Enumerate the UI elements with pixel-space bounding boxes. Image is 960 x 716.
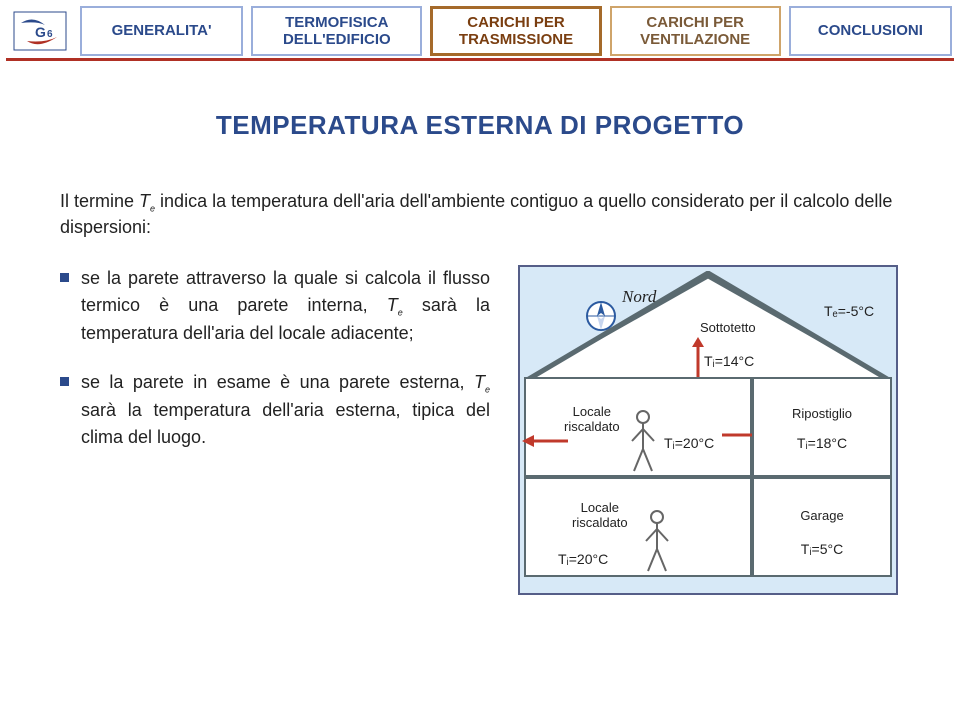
te-label: Tₑ=-5°C bbox=[824, 303, 874, 319]
ti5-label: Tᵢ=5°C bbox=[754, 541, 890, 557]
tab-conclusioni[interactable]: CONCLUSIONI bbox=[789, 6, 952, 56]
room-label: Locale bbox=[564, 405, 620, 420]
arrow-up-icon bbox=[690, 337, 706, 377]
intro-term: T bbox=[139, 191, 150, 211]
room-label: Garage bbox=[754, 509, 890, 524]
room-garage: Garage Tᵢ=5°C bbox=[752, 477, 892, 577]
tab-generalita[interactable]: GENERALITA' bbox=[80, 6, 243, 56]
ti20-label: Tᵢ=20°C bbox=[558, 551, 608, 567]
bullet-item: se la parete in esame è una parete ester… bbox=[60, 369, 490, 451]
room-locale-2: Locale riscaldato Tᵢ=20°C bbox=[524, 477, 752, 577]
bullet-item: se la parete attraverso la quale si calc… bbox=[60, 265, 490, 347]
room-label: Ripostiglio bbox=[754, 407, 890, 422]
tab-label: CARICHI PER bbox=[646, 14, 744, 31]
tab-termofisica[interactable]: TERMOFISICA DELL'EDIFICIO bbox=[251, 6, 422, 56]
intro-paragraph: Il termine Te indica la temperatura dell… bbox=[60, 189, 900, 239]
page-title: TEMPERATURA ESTERNA DI PROGETTO bbox=[60, 110, 900, 141]
header-underline bbox=[6, 58, 954, 61]
tab-label: TRASMISSIONE bbox=[459, 31, 573, 48]
room-locale-1: Locale riscaldato Tᵢ=20°C bbox=[524, 377, 752, 477]
top-tabs: G 6 GENERALITA' TERMOFISICA DELL'EDIFICI… bbox=[0, 0, 960, 56]
tab-label: GENERALITA' bbox=[112, 22, 212, 39]
bullet-square-icon bbox=[60, 377, 69, 386]
room-label: Locale bbox=[572, 501, 628, 516]
room-label: riscaldato bbox=[572, 516, 628, 531]
bullet-term: T bbox=[387, 295, 398, 315]
nord-label: Nord bbox=[622, 287, 656, 307]
ti20-label: Tᵢ=20°C bbox=[664, 435, 714, 451]
intro-text: Il termine bbox=[60, 191, 139, 211]
content: TEMPERATURA ESTERNA DI PROGETTO Il termi… bbox=[0, 56, 960, 595]
bullet-term-sub: e bbox=[485, 385, 490, 395]
tab-label: VENTILAZIONE bbox=[640, 31, 750, 48]
person-icon bbox=[630, 409, 656, 475]
house-diagram: Nord Sottotetto Tᵢ=14°C Tₑ=-5°C Locale r… bbox=[518, 265, 898, 595]
logo: G 6 bbox=[8, 6, 72, 56]
room-ripostiglio: Ripostiglio Tᵢ=18°C bbox=[752, 377, 892, 477]
ti18-label: Tᵢ=18°C bbox=[754, 435, 890, 451]
tab-trasmissione-active[interactable]: CARICHI PER TRASMISSIONE bbox=[430, 6, 601, 56]
ti14-label: Tᵢ=14°C bbox=[704, 353, 754, 369]
svg-text:G: G bbox=[35, 24, 46, 40]
tab-label: CARICHI PER bbox=[467, 14, 565, 31]
tab-label: CONCLUSIONI bbox=[818, 22, 923, 39]
person-icon bbox=[644, 509, 670, 575]
bullet-text: se la parete in esame è una parete ester… bbox=[81, 372, 474, 392]
tab-ventilazione[interactable]: CARICHI PER VENTILAZIONE bbox=[610, 6, 781, 56]
svg-text:6: 6 bbox=[47, 29, 53, 40]
tab-label: DELL'EDIFICIO bbox=[283, 31, 391, 48]
bullet-square-icon bbox=[60, 273, 69, 282]
room-label: riscaldato bbox=[564, 420, 620, 435]
bullet-list: se la parete attraverso la quale si calc… bbox=[60, 265, 490, 473]
sottotetto-label: Sottotetto bbox=[700, 321, 756, 336]
intro-text: indica la temperatura dell'aria dell'amb… bbox=[60, 191, 892, 237]
bullet-term: T bbox=[474, 372, 485, 392]
bullet-text: sarà la temperatura dell'aria esterna, t… bbox=[81, 400, 490, 447]
compass-icon bbox=[580, 295, 622, 337]
tab-label: TERMOFISICA bbox=[285, 14, 388, 31]
arrow-left-icon bbox=[522, 433, 568, 449]
